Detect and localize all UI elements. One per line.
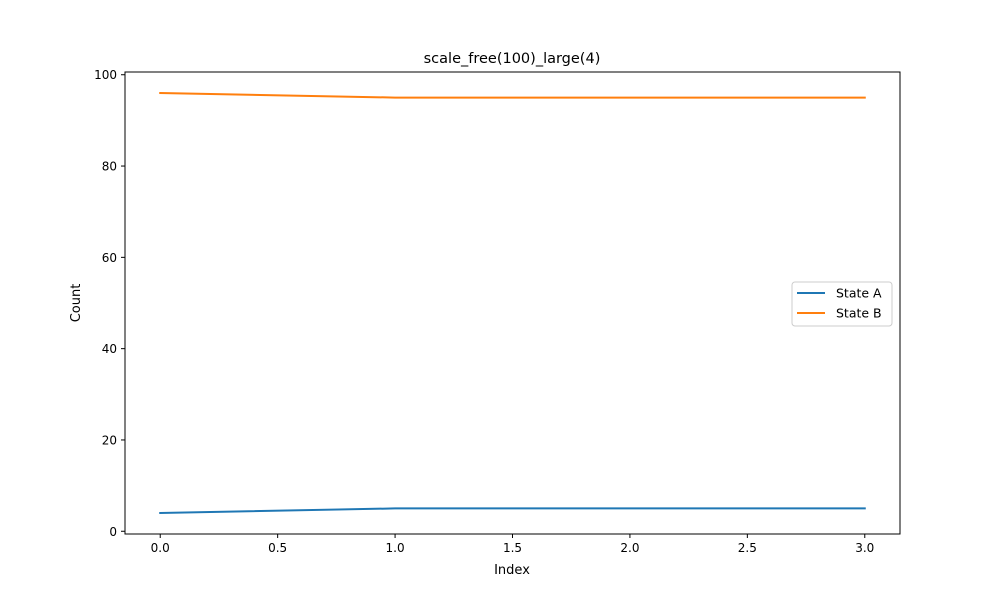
legend-label-state-a: State A [836,286,882,301]
y-tick-label: 80 [102,160,117,174]
legend: State A State B [791,281,893,327]
x-axis-ticks: 0.0 0.5 1.0 1.5 2.0 2.5 3.0 [151,534,874,555]
x-tick-label: 0.5 [268,541,287,555]
y-tick-label: 20 [102,433,117,447]
x-tick-label: 3.0 [855,541,874,555]
x-tick-label: 0.0 [151,541,170,555]
plot-area [159,91,866,515]
x-tick-label: 2.0 [620,541,639,555]
y-tick-label: 100 [94,68,117,82]
x-tick-label: 2.5 [738,541,757,555]
y-tick-label: 0 [109,525,117,539]
axes-frame [124,71,901,535]
y-axis-label: Count [69,284,84,323]
y-tick-label: 60 [102,251,117,265]
x-tick-label: 1.0 [386,541,405,555]
x-axis-label: Index [494,563,530,578]
y-axis-ticks: 0 20 40 60 80 100 [94,68,125,539]
legend-label-state-b: State B [836,306,882,321]
x-tick-label: 1.5 [503,541,522,555]
y-tick-label: 40 [102,342,117,356]
series-line-state-b [159,91,866,99]
chart-title: scale_free(100)_large(4) [424,51,601,67]
series-line-state-a [159,507,866,515]
